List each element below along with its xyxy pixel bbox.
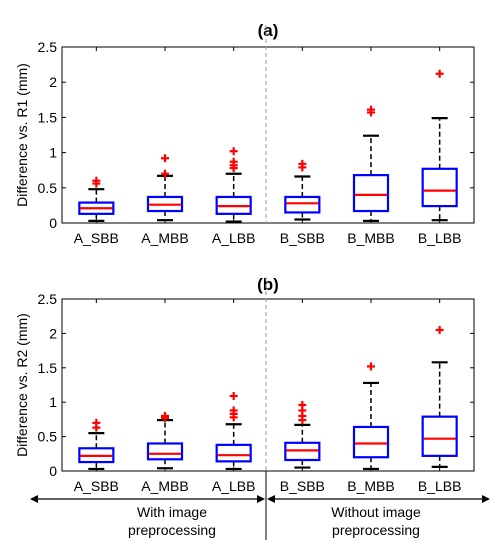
box-B_MBB	[352, 105, 390, 222]
panel-a: 0 0.5 1 1.5 2 2.5 A_SBB A_MBB A_LBB B_SBB B_MBB B_L…	[14, 21, 475, 246]
y-axis-label: Difference vs. R2 (mm)	[14, 313, 30, 457]
outlier-marker	[229, 406, 238, 415]
plot-frame	[61, 46, 475, 224]
group-label-right: Without image	[331, 504, 421, 520]
outlier-marker	[92, 176, 101, 185]
box-iqr	[421, 415, 458, 457]
outlier-marker	[435, 325, 444, 334]
outlier-marker	[435, 69, 444, 78]
y-tick-label: 1	[49, 394, 57, 410]
box-B_SBB	[284, 159, 321, 221]
y-tick-label: 0.5	[38, 429, 58, 445]
box-A_SBB	[78, 418, 115, 471]
y-tick-label: 0.5	[38, 180, 58, 196]
box-B_LBB	[421, 325, 458, 468]
group-annotation: With image preprocessing Without image prep…	[30, 471, 490, 540]
box-A_MBB	[146, 154, 184, 222]
outlier-marker	[298, 159, 307, 168]
box-A_LBB	[215, 392, 252, 471]
x-tick-label: A_SBB	[74, 478, 119, 494]
group-label-left: preprocessing	[128, 522, 216, 538]
x-tick-label: A_LBB	[212, 478, 256, 494]
outlier-marker	[161, 411, 169, 420]
x-tick-label: A_LBB	[212, 230, 256, 246]
outlier-marker	[367, 362, 375, 371]
outlier-marker	[367, 105, 375, 114]
y-tick-label: 2	[49, 74, 57, 90]
x-tick-label: B_MBB	[347, 478, 394, 494]
box-iqr	[352, 174, 390, 213]
y-tick-label: 0	[49, 463, 57, 479]
arrow-right-head-left	[267, 495, 275, 503]
box-A_LBB	[215, 147, 252, 223]
group-label-right: preprocessing	[332, 522, 420, 538]
x-tick-label: B_SBB	[280, 478, 325, 494]
box-iqr	[421, 167, 458, 208]
outlier-marker	[229, 392, 238, 401]
x-tick-label: B_MBB	[347, 230, 394, 246]
outlier-marker	[298, 400, 307, 409]
arrow-left-head-right	[257, 495, 265, 503]
y-tick-label: 2.5	[38, 291, 58, 307]
y-tick-label: 1.5	[38, 360, 58, 376]
outlier-marker	[161, 154, 169, 163]
arrow-left-head-left	[30, 495, 38, 503]
box-iqr	[352, 425, 390, 459]
panel-title: (b)	[257, 275, 279, 294]
group-label-left: With image	[137, 504, 207, 520]
box-iqr	[146, 442, 184, 461]
y-tick-label: 2.5	[38, 39, 58, 55]
panel-b: 0 0.5 1 1.5 2 2.5 A_SBB A_MBB A_LBB B_SBB B_MBB B_L…	[14, 275, 475, 494]
x-tick-label: A_MBB	[141, 478, 188, 494]
x-tick-label: A_MBB	[141, 230, 188, 246]
x-tick-label: A_SBB	[74, 230, 119, 246]
box-iqr	[284, 195, 321, 214]
box-iqr	[215, 443, 252, 463]
outlier-marker	[229, 147, 238, 156]
outlier-marker	[229, 157, 238, 166]
y-tick-label: 2	[49, 325, 57, 341]
plot-frame	[61, 298, 475, 472]
y-tick-label: 1.5	[38, 109, 58, 125]
y-tick-label: 1	[49, 145, 57, 161]
y-tick-label: 0	[49, 215, 57, 231]
panel-title: (a)	[258, 21, 279, 40]
x-tick-label: B_LBB	[418, 478, 462, 494]
box-B_MBB	[352, 362, 390, 471]
x-tick-label: B_SBB	[280, 230, 325, 246]
y-axis-label: Difference vs. R1 (mm)	[14, 63, 30, 207]
x-tick-label: B_LBB	[418, 230, 462, 246]
box-B_LBB	[421, 69, 458, 222]
arrow-right-head-right	[482, 495, 490, 503]
box-B_SBB	[284, 400, 321, 469]
box-A_SBB	[78, 176, 115, 222]
outlier-marker	[92, 418, 101, 427]
outlier-marker	[161, 169, 169, 178]
box-A_MBB	[146, 411, 184, 470]
